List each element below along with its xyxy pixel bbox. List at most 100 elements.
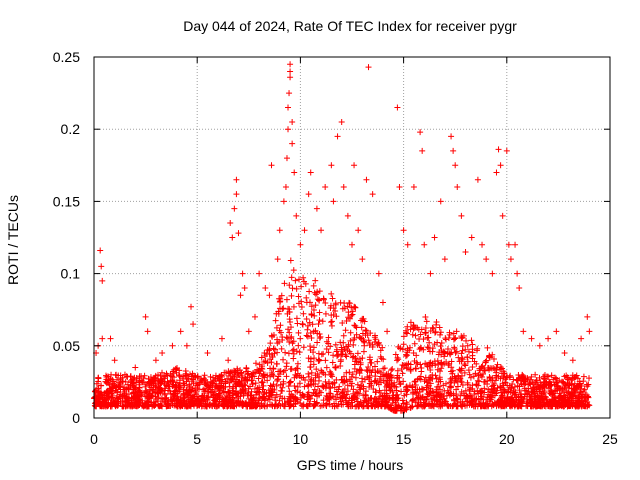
data-point bbox=[229, 234, 236, 241]
data-point bbox=[307, 358, 314, 365]
data-point bbox=[419, 394, 426, 401]
data-point bbox=[427, 380, 434, 387]
data-point bbox=[173, 397, 180, 404]
data-point bbox=[155, 380, 162, 387]
data-point bbox=[401, 407, 408, 414]
data-point bbox=[533, 377, 540, 384]
data-point bbox=[451, 335, 458, 342]
data-point bbox=[433, 319, 440, 326]
data-point bbox=[427, 348, 434, 355]
data-point bbox=[564, 402, 571, 409]
data-point bbox=[547, 381, 554, 388]
data-point bbox=[497, 162, 504, 169]
data-point bbox=[131, 374, 138, 381]
data-point bbox=[105, 401, 112, 408]
data-point bbox=[286, 338, 293, 345]
data-point bbox=[462, 248, 469, 255]
data-point bbox=[104, 377, 111, 384]
data-point bbox=[495, 146, 502, 153]
data-point bbox=[322, 299, 329, 306]
data-point bbox=[144, 328, 151, 335]
data-point bbox=[319, 382, 326, 389]
data-point bbox=[161, 381, 168, 388]
data-point bbox=[287, 402, 294, 409]
data-point bbox=[365, 363, 372, 370]
data-point bbox=[577, 385, 584, 392]
data-point bbox=[342, 397, 349, 404]
data-point bbox=[143, 380, 150, 387]
data-point bbox=[292, 395, 299, 402]
data-point bbox=[274, 336, 281, 343]
data-point bbox=[466, 371, 473, 378]
data-point bbox=[433, 389, 440, 396]
data-point bbox=[352, 323, 359, 330]
data-point bbox=[296, 276, 303, 283]
data-point bbox=[385, 373, 392, 380]
data-point bbox=[98, 391, 105, 398]
data-point bbox=[163, 394, 170, 401]
data-point bbox=[464, 393, 471, 400]
data-point bbox=[568, 390, 575, 397]
data-point bbox=[137, 392, 144, 399]
data-point bbox=[432, 362, 439, 369]
data-point bbox=[347, 329, 354, 336]
data-point bbox=[413, 359, 420, 366]
data-point bbox=[204, 350, 211, 357]
data-point bbox=[453, 328, 460, 335]
data-point bbox=[170, 370, 177, 377]
data-point bbox=[358, 324, 365, 331]
data-point bbox=[305, 373, 312, 380]
data-point bbox=[493, 387, 500, 394]
data-point bbox=[424, 344, 431, 351]
data-point bbox=[491, 399, 498, 406]
data-point bbox=[267, 389, 274, 396]
data-point bbox=[234, 365, 241, 372]
data-point bbox=[291, 169, 298, 176]
data-point bbox=[520, 328, 527, 335]
data-point bbox=[282, 349, 289, 356]
data-point bbox=[98, 402, 105, 409]
data-point bbox=[173, 366, 180, 373]
data-point bbox=[532, 395, 539, 402]
data-point bbox=[467, 374, 474, 381]
data-point bbox=[541, 378, 548, 385]
data-point bbox=[516, 401, 523, 408]
data-point bbox=[256, 270, 263, 277]
y-tick-label: 0.2 bbox=[61, 121, 81, 137]
data-point bbox=[353, 331, 360, 338]
data-point bbox=[277, 329, 284, 336]
data-point bbox=[483, 256, 490, 263]
data-point bbox=[366, 372, 373, 379]
data-point bbox=[366, 356, 373, 363]
data-point bbox=[399, 397, 406, 404]
data-point bbox=[375, 403, 382, 410]
data-point bbox=[432, 328, 439, 335]
x-tick-label: 20 bbox=[499, 431, 515, 447]
data-point bbox=[176, 377, 183, 384]
data-point bbox=[329, 359, 336, 366]
data-point bbox=[305, 370, 312, 377]
data-point bbox=[400, 227, 407, 234]
data-point bbox=[569, 380, 576, 387]
data-point bbox=[551, 400, 558, 407]
data-point bbox=[485, 402, 492, 409]
data-point bbox=[182, 372, 189, 379]
data-point bbox=[341, 346, 348, 353]
data-point bbox=[412, 365, 419, 372]
data-point bbox=[550, 376, 557, 383]
data-point bbox=[325, 349, 332, 356]
data-point bbox=[303, 299, 310, 306]
data-point bbox=[184, 376, 191, 383]
data-point bbox=[579, 401, 586, 408]
data-point bbox=[236, 401, 243, 408]
data-points bbox=[91, 61, 593, 414]
data-point bbox=[472, 370, 479, 377]
data-point bbox=[316, 288, 323, 295]
data-point bbox=[180, 391, 187, 398]
data-point bbox=[328, 162, 335, 169]
data-point bbox=[505, 241, 512, 248]
data-point bbox=[248, 392, 255, 399]
data-point bbox=[159, 350, 166, 357]
data-point bbox=[344, 400, 351, 407]
data-point bbox=[486, 366, 493, 373]
